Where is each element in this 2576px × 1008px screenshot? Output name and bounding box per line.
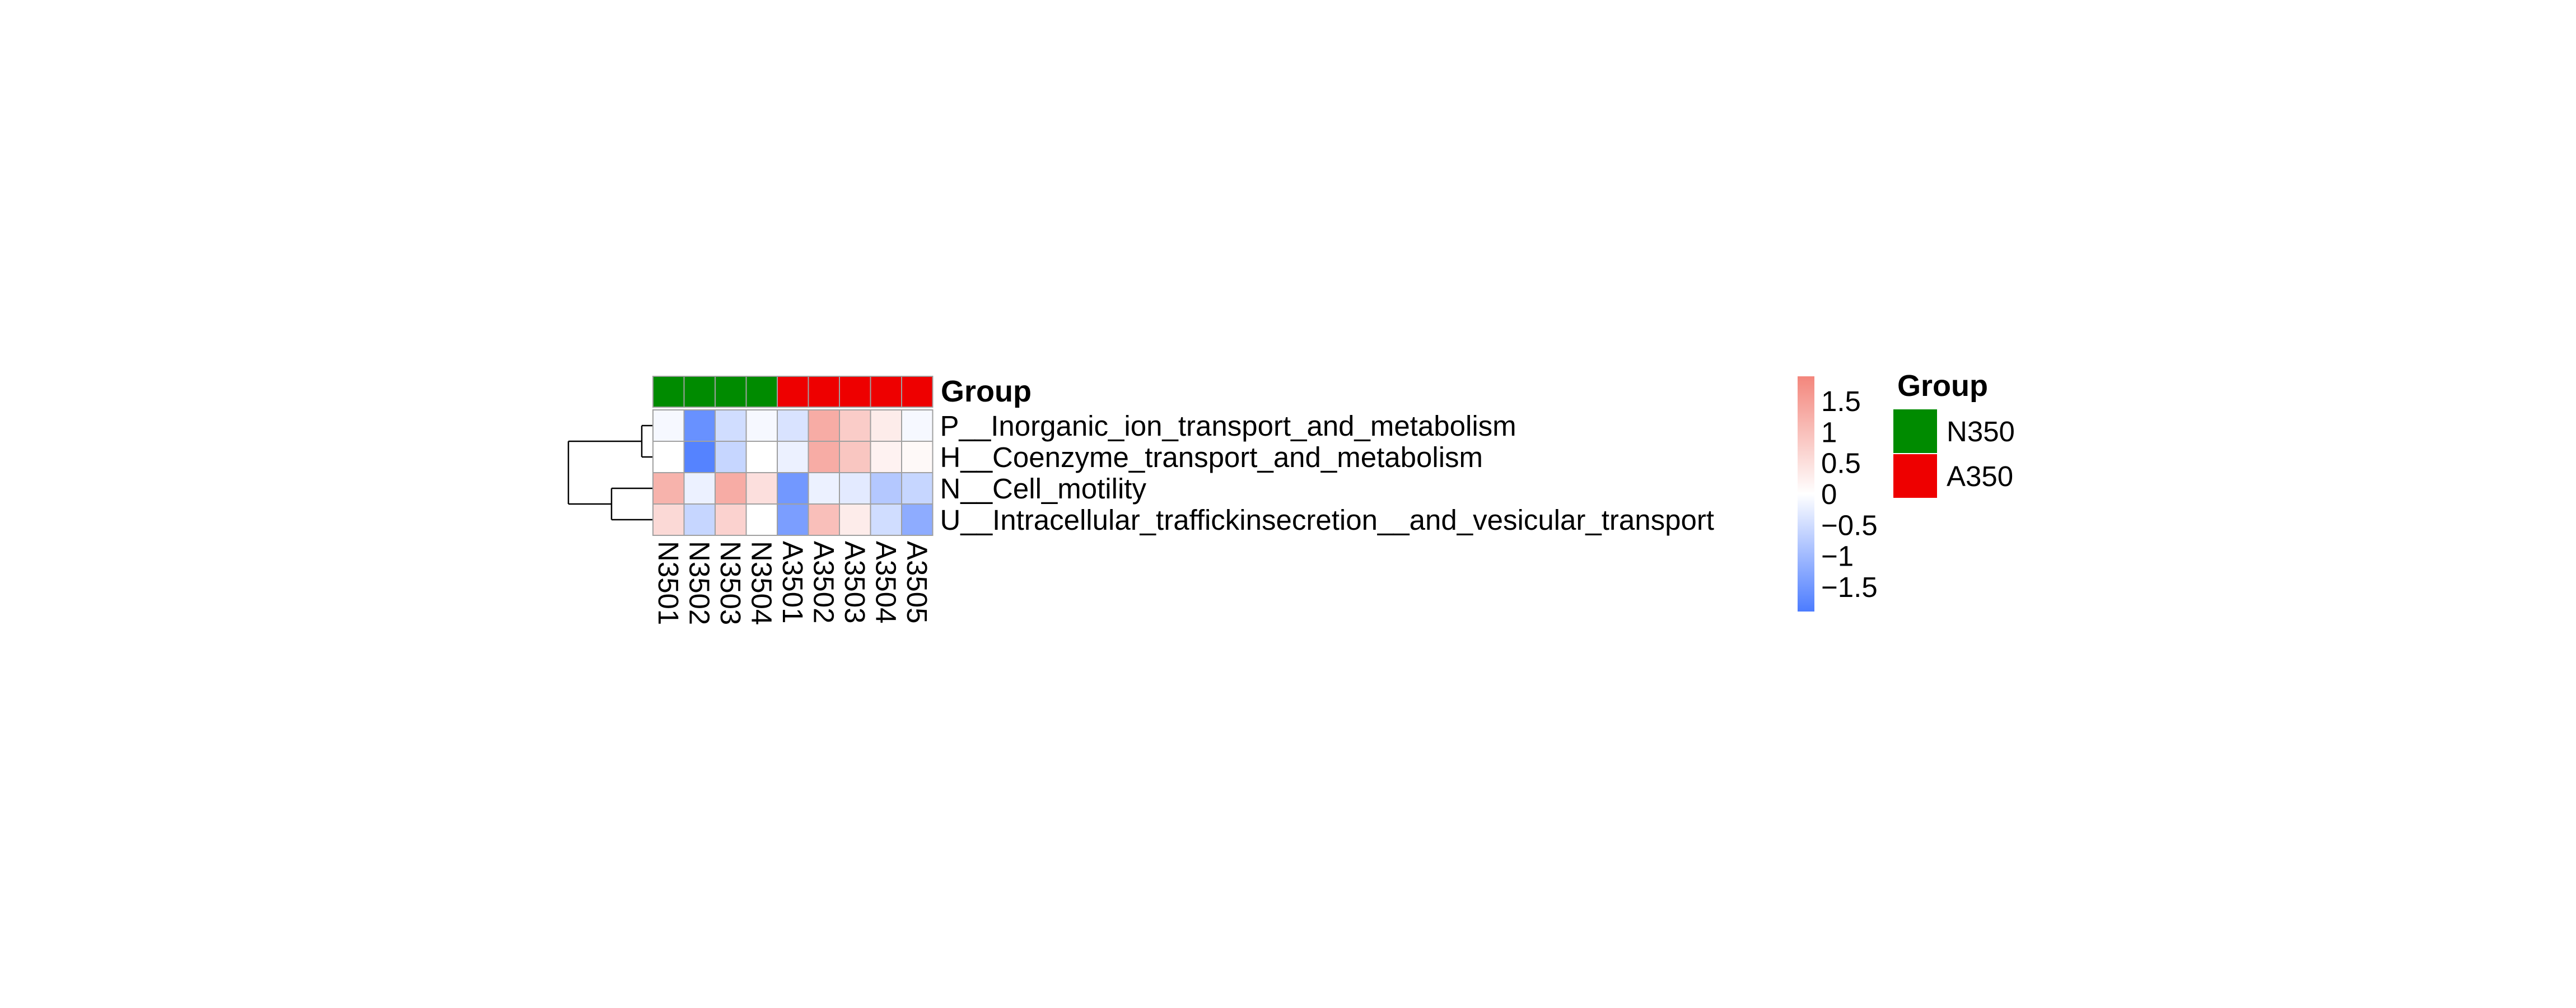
heatmap-cell bbox=[808, 409, 840, 442]
row-labels: P__Inorganic_ion_transport_and_metabolis… bbox=[940, 410, 1714, 536]
annotation-cell bbox=[652, 376, 685, 408]
color-scale-bar bbox=[1798, 376, 1814, 612]
heatmap-cell bbox=[839, 472, 871, 505]
heatmap-cell bbox=[745, 472, 778, 505]
heatmap-cell bbox=[745, 441, 778, 473]
heatmap-cell bbox=[683, 409, 716, 442]
annotation-cell bbox=[870, 376, 902, 408]
heatmap-cell bbox=[870, 441, 902, 473]
annotation-cell bbox=[715, 376, 747, 408]
heatmap-cell bbox=[808, 503, 840, 536]
heatmap-cell bbox=[901, 409, 934, 442]
heatmap-cell bbox=[808, 441, 840, 473]
color-scale-ticks: 1.510.50−0.5−1−1.5 bbox=[1821, 385, 1878, 603]
heatmap-cell bbox=[652, 503, 685, 536]
heatmap-cell bbox=[715, 441, 747, 473]
heatmap-cell bbox=[715, 472, 747, 505]
annotation-cell bbox=[683, 376, 716, 408]
heatmap-cell bbox=[715, 409, 747, 442]
column-label: N3504 bbox=[745, 541, 777, 625]
heatmap-cell bbox=[777, 409, 809, 442]
row-dendrogram bbox=[567, 424, 653, 521]
column-label: A3503 bbox=[839, 541, 871, 623]
heatmap-cell bbox=[839, 409, 871, 442]
column-label: A3501 bbox=[777, 541, 809, 623]
column-label: A3505 bbox=[901, 541, 933, 623]
annotation-cell bbox=[839, 376, 871, 408]
column-label: N3501 bbox=[652, 541, 684, 625]
row-label: P__Inorganic_ion_transport_and_metabolis… bbox=[940, 410, 1516, 442]
heatmap-cell bbox=[652, 472, 685, 505]
column-labels: N3501N3502N3503N3504A3501A3502A3503A3504… bbox=[652, 541, 933, 625]
annotation-cell bbox=[777, 376, 809, 408]
heatmap-cells bbox=[652, 409, 934, 536]
legend-label: A350 bbox=[1947, 460, 2013, 492]
row-label: N__Cell_motility bbox=[940, 473, 1147, 505]
column-label: A3504 bbox=[870, 541, 902, 623]
group-legend-title: Group bbox=[1897, 369, 1988, 403]
legend-label: N350 bbox=[1947, 416, 2015, 447]
heatmap-cell bbox=[652, 441, 685, 473]
heatmap-cell bbox=[870, 472, 902, 505]
annotation-cell bbox=[808, 376, 840, 408]
heatmap-cell bbox=[839, 441, 871, 473]
heatmap-cell bbox=[745, 503, 778, 536]
color-scale-tick-label: 0 bbox=[1821, 478, 1837, 510]
group-annotation-bar bbox=[652, 376, 934, 408]
heatmap-cell bbox=[777, 472, 809, 505]
heatmap-cell bbox=[683, 441, 716, 473]
legend-swatch bbox=[1892, 453, 1938, 499]
legend-swatch bbox=[1892, 408, 1938, 454]
heatmap-cell bbox=[901, 503, 934, 536]
annotation-cell bbox=[745, 376, 778, 408]
color-scale-tick-label: 1 bbox=[1821, 416, 1837, 448]
color-scale-tick-label: 0.5 bbox=[1821, 447, 1861, 479]
annotation-title: Group bbox=[941, 375, 1032, 408]
heatmap-cell bbox=[715, 503, 747, 536]
color-scale-tick-label: 1.5 bbox=[1821, 385, 1861, 417]
heatmap-cell bbox=[870, 503, 902, 536]
heatmap-cell bbox=[777, 503, 809, 536]
heatmap-cell bbox=[777, 441, 809, 473]
color-scale-tick-label: −1.5 bbox=[1821, 571, 1878, 603]
heatmap-cell bbox=[870, 409, 902, 442]
column-label: N3502 bbox=[683, 541, 715, 625]
row-label: H__Coenzyme_transport_and_metabolism bbox=[940, 441, 1483, 473]
heatmap-cell bbox=[901, 472, 934, 505]
column-label: N3503 bbox=[715, 541, 746, 625]
heatmap-cell bbox=[901, 441, 934, 473]
heatmap-cell bbox=[652, 409, 685, 442]
annotation-cell bbox=[901, 376, 934, 408]
row-label: U__Intracellular_traffickinsecretion__an… bbox=[940, 504, 1714, 536]
heatmap-cell bbox=[839, 503, 871, 536]
heatmap-cell bbox=[683, 472, 716, 505]
color-scale-tick-label: −1 bbox=[1821, 540, 1854, 572]
column-label: A3502 bbox=[808, 541, 839, 623]
color-scale-tick-label: −0.5 bbox=[1821, 509, 1878, 541]
heatmap-cell bbox=[808, 472, 840, 505]
group-legend: N350 A350 bbox=[1892, 408, 2015, 499]
heatmap-cell bbox=[683, 503, 716, 536]
heatmap-cell bbox=[745, 409, 778, 442]
